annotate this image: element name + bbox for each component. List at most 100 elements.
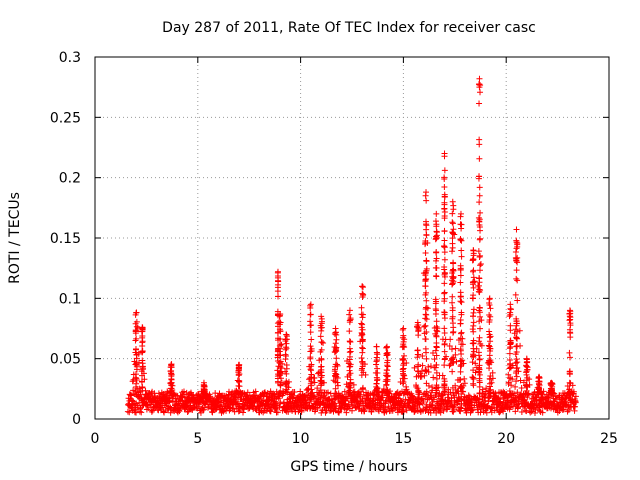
roti-data-point (282, 344, 289, 351)
roti-data-point (421, 372, 428, 379)
roti-data-point (476, 334, 483, 341)
roti-data-point (479, 386, 486, 393)
roti-data-point (470, 367, 477, 374)
roti-data-point (477, 252, 484, 259)
roti-data-point (346, 387, 353, 394)
roti-data-point (374, 351, 381, 358)
y-axis-title: ROTI / TECUs (7, 192, 23, 284)
roti-data-point (132, 361, 139, 368)
roti-data-point (423, 368, 430, 375)
roti-data-point (419, 362, 426, 369)
roti-data-point (572, 399, 579, 406)
roti-data-point (276, 321, 283, 328)
roti-data-point (422, 311, 429, 318)
roti-data-point (403, 407, 410, 414)
roti-data-point (317, 377, 324, 384)
roti-data-point (317, 382, 324, 389)
roti-data-point (470, 374, 477, 381)
roti-data-point (235, 361, 242, 368)
roti-data-point (307, 301, 314, 308)
roti-data-point (274, 409, 281, 416)
roti-data-point (470, 306, 477, 313)
roti-data-point (274, 288, 281, 295)
roti-data-point (433, 235, 440, 242)
roti-data-point (449, 248, 456, 255)
roti-data-point (423, 231, 430, 238)
roti-data-point (132, 328, 139, 335)
roti-data-point (400, 378, 407, 385)
roti-data-point (383, 367, 390, 374)
roti-data-point (346, 307, 353, 314)
roti-data-point (452, 345, 459, 352)
roti-data-point (433, 249, 440, 256)
roti-data-point (139, 333, 146, 340)
roti-data-point (566, 349, 573, 356)
roti-data-point (522, 407, 529, 414)
roti-data-point (410, 403, 417, 410)
roti-data-point (283, 361, 290, 368)
roti-data-point (277, 336, 284, 343)
roti-data-point (449, 235, 456, 242)
roti-data-point (470, 345, 477, 352)
roti-data-point (359, 314, 366, 321)
roti-data-point (433, 361, 440, 368)
roti-data-point (486, 375, 493, 382)
roti-data-point (149, 407, 156, 414)
roti-data-point (514, 335, 521, 342)
roti-data-point (432, 218, 439, 225)
roti-data-point (423, 311, 430, 318)
roti-data-point (458, 299, 465, 306)
roti-data-point (433, 323, 440, 330)
roti-data-point (347, 348, 354, 355)
roti-data-point (458, 247, 465, 254)
roti-data-point (539, 409, 546, 416)
roti-data-point (572, 403, 579, 410)
roti-data-point (512, 248, 519, 255)
roti-data-point (332, 373, 339, 380)
roti-data-point (449, 384, 456, 391)
roti-data-point (148, 408, 155, 415)
roti-data-point (450, 280, 457, 287)
roti-data-point (423, 329, 430, 336)
roti-data-point (307, 355, 314, 362)
x-axis-title: GPS time / hours (290, 459, 407, 475)
x-tick-label: 5 (193, 431, 202, 447)
y-tick-label: 0.3 (59, 50, 81, 66)
roti-data-point (564, 383, 571, 390)
roti-data-point (433, 352, 440, 359)
roti-data-point (483, 385, 490, 392)
roti-data-point (505, 371, 512, 378)
roti-data-point (166, 403, 173, 410)
roti-data-point (433, 375, 440, 382)
roti-data-point (433, 223, 440, 230)
roti-data-point (384, 378, 391, 385)
roti-data-point (441, 340, 448, 347)
grid-lines (95, 57, 609, 419)
roti-data-point (311, 379, 318, 386)
roti-data-point (277, 390, 284, 397)
roti-data-point (457, 279, 464, 286)
roti-data-point (486, 361, 493, 368)
roti-data-point (449, 240, 456, 247)
roti-data-point (318, 366, 325, 373)
roti-data-point (433, 229, 440, 236)
roti-data-point (331, 331, 338, 338)
roti-data-point (507, 327, 514, 334)
roti-data-point (477, 261, 484, 268)
roti-data-point (279, 360, 286, 367)
roti-data-point (477, 82, 484, 89)
roti-data-point (475, 248, 482, 255)
roti-data-point (514, 342, 521, 349)
roti-data-point (422, 239, 429, 246)
roti-data-point (457, 383, 464, 390)
roti-data-point (384, 349, 391, 356)
roti-data-point (283, 370, 290, 377)
roti-data-point (457, 363, 464, 369)
roti-data-point (316, 402, 323, 409)
roti-data-point (167, 368, 174, 375)
roti-data-point (458, 391, 465, 398)
roti-data-point (476, 396, 483, 403)
roti-data-point (560, 406, 567, 413)
roti-data-point (308, 336, 315, 343)
roti-data-point (332, 347, 339, 354)
